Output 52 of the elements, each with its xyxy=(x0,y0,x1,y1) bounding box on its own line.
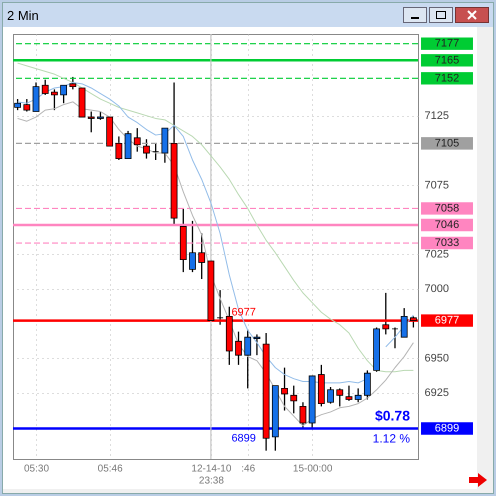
y-tick-label: 7025 xyxy=(424,248,449,261)
candlestick xyxy=(115,136,122,161)
candlestick xyxy=(336,388,344,408)
candlestick xyxy=(300,402,306,430)
candlestick xyxy=(60,84,68,104)
ref-line-label: 7105 xyxy=(434,137,460,150)
candlestick xyxy=(327,386,334,404)
candlestick xyxy=(254,334,260,356)
candlestick xyxy=(88,110,95,133)
candlestick xyxy=(198,232,206,280)
annotation: 1.12 % xyxy=(372,432,410,446)
candlestick xyxy=(14,98,21,111)
candlestick xyxy=(235,330,242,366)
ref-line-label: 6899 xyxy=(434,422,460,435)
candlestick xyxy=(400,307,408,338)
annotation: 6899 xyxy=(231,432,256,445)
ref-line-label: 6977 xyxy=(434,314,460,327)
x-tick-label: 05:30 xyxy=(24,464,50,474)
candlestick xyxy=(143,138,150,160)
ref-line-label: 7058 xyxy=(434,202,460,214)
candlestick xyxy=(42,79,49,96)
y-tick-label: 7075 xyxy=(424,179,449,192)
candlestick xyxy=(364,370,371,400)
y-tick-label: 6925 xyxy=(424,387,449,400)
x-tick-label: 12-14-10 23:38 xyxy=(191,464,232,486)
candlestick xyxy=(290,384,298,414)
x-tick-label: 05:46 xyxy=(98,464,124,474)
candlestick xyxy=(189,220,196,273)
ref-line-label: 7152 xyxy=(434,72,460,84)
candlestick xyxy=(134,127,141,152)
candlestick xyxy=(392,326,398,349)
y-tick-label: 7000 xyxy=(424,283,449,296)
candlestick xyxy=(244,330,252,390)
chart-title: 2 Min xyxy=(7,8,39,22)
candlestick xyxy=(152,142,160,161)
y-tick-label: 6950 xyxy=(424,352,449,364)
candlestick xyxy=(69,76,76,90)
annotation: 6977 xyxy=(231,306,256,318)
annotation: $0.78 xyxy=(374,408,410,424)
x-tick-label: :46 xyxy=(241,464,256,474)
candlestick xyxy=(354,388,362,403)
candlestick xyxy=(281,366,288,412)
ref-line-label: 7177 xyxy=(434,38,460,50)
candlestick xyxy=(346,384,352,402)
ref-line-label: 7165 xyxy=(434,54,460,66)
ref-line-label: 7046 xyxy=(434,219,460,232)
y-tick-label: 7125 xyxy=(424,110,449,122)
x-tick-label: 15-00:00 xyxy=(292,464,333,474)
candlestick xyxy=(23,98,30,112)
ref-line-label: 7033 xyxy=(434,237,460,250)
candlestick xyxy=(51,88,58,111)
candlestick xyxy=(216,289,224,326)
